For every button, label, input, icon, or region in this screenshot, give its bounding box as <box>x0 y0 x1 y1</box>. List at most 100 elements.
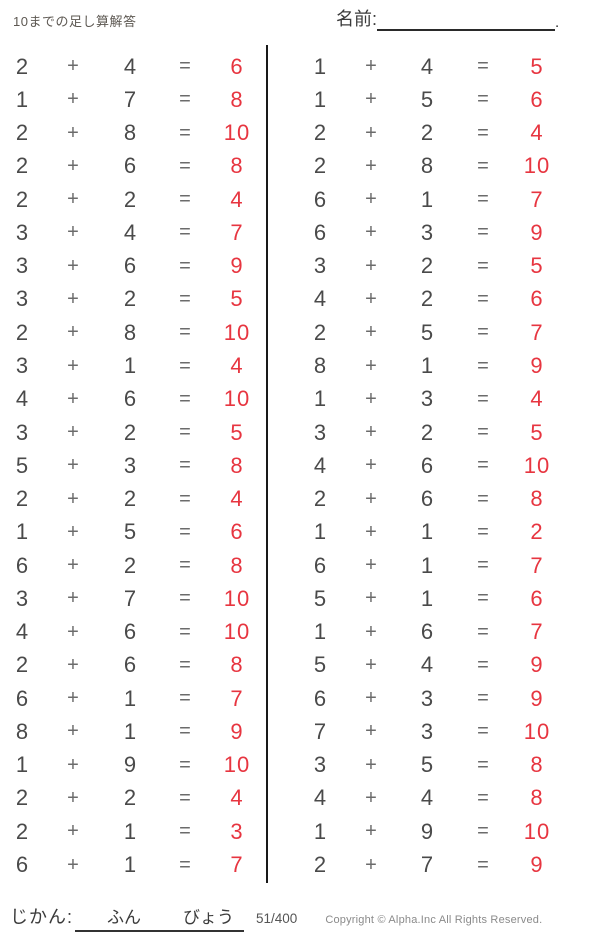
problem-row: 2 + 6 = 8 <box>0 649 267 682</box>
answer-value: 7 <box>230 685 244 711</box>
answer-value: 7 <box>230 852 244 877</box>
problem-row: 5 + 4 = 9 <box>267 649 600 682</box>
equals-sign: = <box>477 254 489 277</box>
equals-sign: = <box>477 786 489 809</box>
answer-value: 5 <box>530 253 544 279</box>
problem-row: 1 + 4 = 5 <box>267 50 600 83</box>
equals-sign: = <box>477 520 489 543</box>
problem-row: 2 + 8 = 10 <box>0 316 267 349</box>
answer-value: 10 <box>523 718 551 744</box>
operand-a: 7 <box>313 718 327 744</box>
plus-sign: + <box>365 454 377 477</box>
answer-value: 10 <box>223 619 251 645</box>
equals-sign: = <box>477 55 489 78</box>
equals-sign: = <box>179 720 191 743</box>
operand-a: 2 <box>15 652 29 678</box>
problem-row: 2 + 2 = 4 <box>267 117 600 150</box>
operand-a: 6 <box>313 685 327 711</box>
operand-b: 4 <box>123 219 137 245</box>
name-input-line[interactable] <box>377 7 556 31</box>
problem-row: 1 + 3 = 4 <box>267 383 600 416</box>
plus-sign: + <box>67 321 79 344</box>
operand-a: 1 <box>313 86 327 112</box>
operand-b: 2 <box>420 419 434 445</box>
problem-row: 1 + 1 = 2 <box>267 516 600 549</box>
equals-sign: = <box>179 786 191 809</box>
operand-a: 2 <box>15 120 29 146</box>
answer-value: 6 <box>530 286 544 312</box>
time-label: じかん: <box>10 907 74 927</box>
operand-a: 8 <box>15 718 29 744</box>
answer-value: 2 <box>530 519 544 545</box>
plus-sign: + <box>67 454 79 477</box>
time-input-line[interactable]: ふん びょう <box>75 903 245 932</box>
plus-sign: + <box>365 55 377 78</box>
problem-row: 2 + 8 = 10 <box>267 150 600 183</box>
operand-b: 2 <box>123 552 137 578</box>
answer-value: 8 <box>230 452 244 478</box>
equals-sign: = <box>477 88 489 111</box>
operand-a: 4 <box>313 452 327 478</box>
answer-value: 9 <box>230 718 244 744</box>
equals-sign: = <box>179 321 191 344</box>
operand-b: 5 <box>420 319 434 345</box>
answer-value: 7 <box>530 552 544 578</box>
operand-a: 1 <box>313 386 327 412</box>
plus-sign: + <box>67 786 79 809</box>
plus-sign: + <box>67 720 79 743</box>
answer-value: 4 <box>530 120 544 146</box>
operand-a: 6 <box>313 552 327 578</box>
problem-row: 4 + 6 = 10 <box>267 449 600 482</box>
problem-row: 2 + 1 = 3 <box>0 815 267 848</box>
operand-a: 5 <box>313 652 327 678</box>
plus-sign: + <box>365 620 377 643</box>
problem-row: 2 + 6 = 8 <box>0 150 267 183</box>
equals-sign: = <box>477 687 489 710</box>
operand-b: 5 <box>123 519 137 545</box>
operand-b: 2 <box>123 486 137 512</box>
problem-row: 6 + 1 = 7 <box>267 549 600 582</box>
plus-sign: + <box>365 188 377 211</box>
equals-sign: = <box>477 221 489 244</box>
answer-value: 8 <box>530 486 544 512</box>
seconds-label: びょう <box>183 908 235 927</box>
operand-a: 3 <box>15 253 29 279</box>
operand-a: 3 <box>313 253 327 279</box>
problem-row: 6 + 3 = 9 <box>267 682 600 715</box>
plus-sign: + <box>365 154 377 177</box>
operand-a: 1 <box>313 818 327 844</box>
operand-a: 2 <box>313 319 327 345</box>
answer-value: 9 <box>530 219 544 245</box>
answer-value: 8 <box>530 785 544 811</box>
operand-a: 2 <box>15 785 29 811</box>
problem-row: 6 + 3 = 9 <box>267 216 600 249</box>
problem-row: 1 + 6 = 7 <box>267 616 600 649</box>
operand-b: 3 <box>123 452 137 478</box>
operand-a: 1 <box>313 619 327 645</box>
problem-row: 3 + 4 = 7 <box>0 216 267 249</box>
answer-value: 4 <box>230 186 244 212</box>
answer-value: 7 <box>230 219 244 245</box>
operand-a: 2 <box>15 818 29 844</box>
operand-a: 5 <box>313 585 327 611</box>
equals-sign: = <box>179 121 191 144</box>
equals-sign: = <box>179 188 191 211</box>
plus-sign: + <box>365 421 377 444</box>
equals-sign: = <box>179 487 191 510</box>
operand-a: 4 <box>15 619 29 645</box>
answer-value: 8 <box>230 552 244 578</box>
problem-row: 2 + 7 = 9 <box>267 848 600 881</box>
operand-b: 5 <box>420 86 434 112</box>
operand-b: 1 <box>420 186 434 212</box>
problem-row: 3 + 2 = 5 <box>0 416 267 449</box>
answer-value: 9 <box>530 852 544 877</box>
operand-b: 6 <box>420 452 434 478</box>
plus-sign: + <box>67 554 79 577</box>
operand-b: 6 <box>123 619 137 645</box>
operand-a: 1 <box>15 86 29 112</box>
plus-sign: + <box>67 354 79 377</box>
problem-row: 3 + 2 = 5 <box>267 416 600 449</box>
operand-b: 3 <box>420 718 434 744</box>
operand-b: 1 <box>123 818 137 844</box>
answer-value: 9 <box>530 685 544 711</box>
